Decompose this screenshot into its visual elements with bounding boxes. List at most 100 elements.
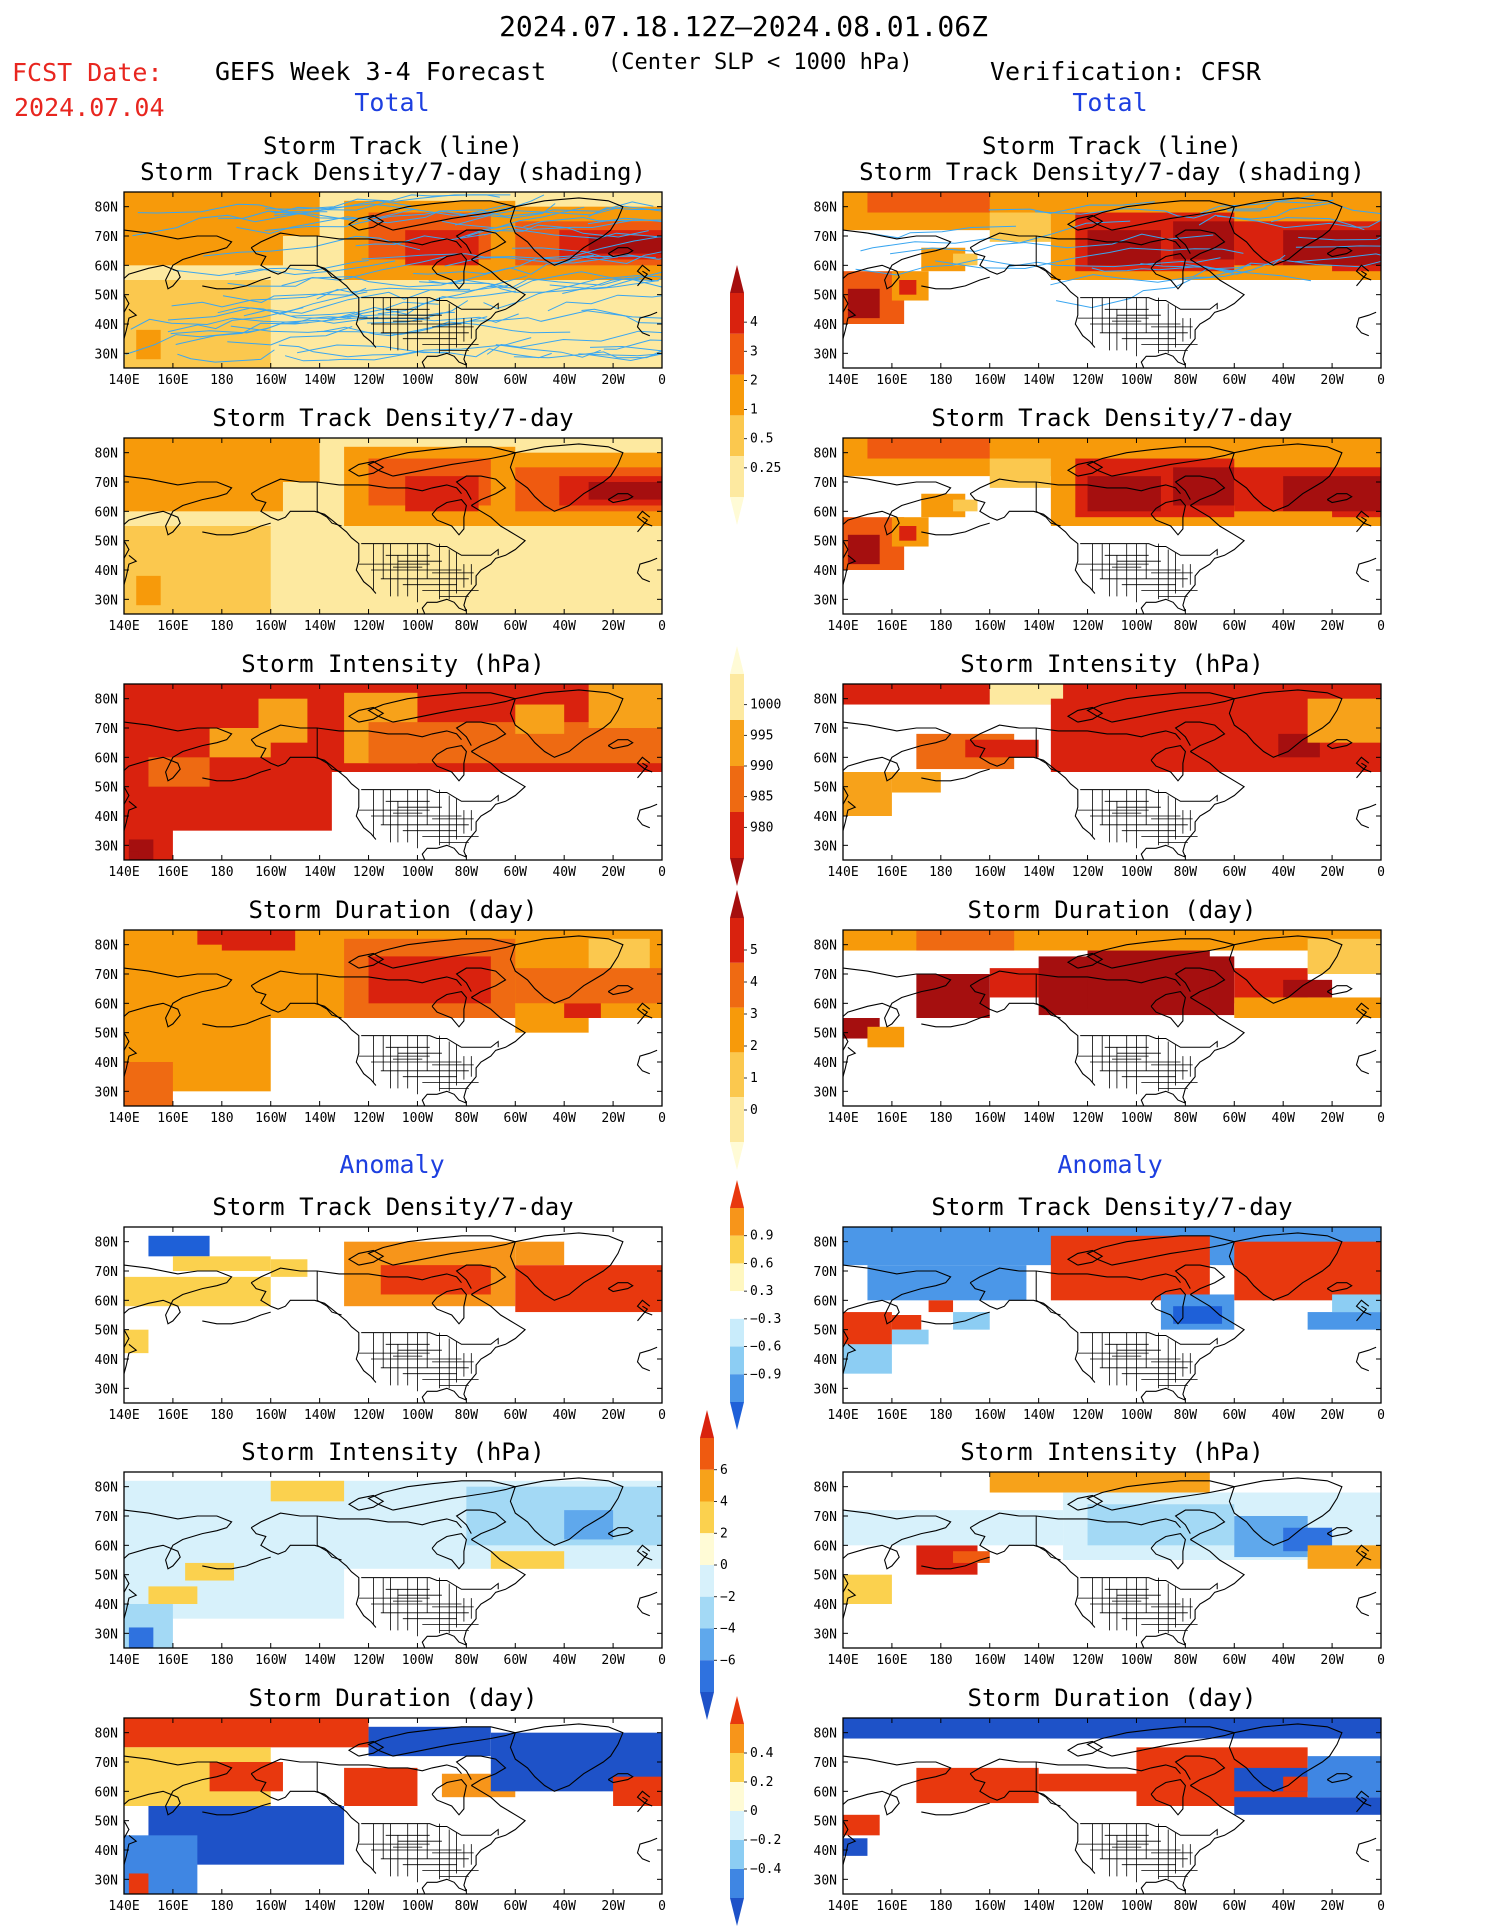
lat-tick-label: 40N (95, 1056, 118, 1071)
lon-tick-label: 60W (1223, 1899, 1247, 1914)
lon-tick-label: 180 (210, 619, 233, 634)
lon-tick-label: 60W (1223, 373, 1247, 388)
lat-tick-label: 80N (95, 939, 118, 954)
fcst-date: 2024.07.04 (14, 93, 165, 122)
lon-tick-label: 40W (552, 1111, 576, 1126)
lon-tick-label: 100W (402, 865, 433, 880)
lon-tick-label: 0 (1377, 1408, 1385, 1423)
map-obs-duration: 140E 160E 180 160W 140W 120W 100W 80W 60W 40W 20W 0… (814, 929, 1385, 1126)
lon-tick-label: 120W (353, 865, 384, 880)
lon-tick-label: 40W (1271, 619, 1295, 634)
lon-tick-label: 180 (929, 373, 952, 388)
lon-tick-label: 140E (108, 1653, 139, 1668)
lat-tick-label: 50N (95, 781, 118, 796)
lon-tick-label: 160W (974, 865, 1005, 880)
lon-tick-label: 60W (1223, 865, 1247, 880)
lon-tick-label: 60W (1223, 619, 1247, 634)
lat-tick-label: 70N (814, 1510, 837, 1525)
map-obs-track: 140E 160E 180 160W 140W 120W 100W 80W 60W 40W 20W 0… (814, 191, 1385, 388)
lat-tick-label: 80N (814, 1727, 837, 1742)
lon-tick-label: 80W (1174, 865, 1198, 880)
lon-tick-label: 180 (210, 1408, 233, 1423)
lon-tick-label: 140E (108, 373, 139, 388)
right-p3-title: Storm Intensity (hPa) (960, 650, 1264, 678)
verification-title: Verification: CFSR (990, 57, 1261, 86)
lat-tick-label: 50N (814, 535, 837, 550)
lat-tick-label: 50N (95, 535, 118, 550)
lon-tick-label: 100W (402, 1653, 433, 1668)
lon-tick-label: 20W (601, 1653, 625, 1668)
lon-tick-label: 0 (1377, 1899, 1385, 1914)
lat-tick-label: 60N (814, 259, 837, 274)
lon-tick-label: 180 (210, 373, 233, 388)
lon-tick-label: 40W (552, 619, 576, 634)
lon-tick-label: 160E (876, 1111, 907, 1126)
lon-tick-label: 60W (504, 865, 528, 880)
lon-tick-label: 180 (210, 1899, 233, 1914)
lat-tick-label: 50N (95, 1815, 118, 1830)
colorbar-label: −6 (720, 1653, 736, 1668)
lat-tick-label: 70N (95, 476, 118, 491)
left-a1-title: Storm Track Density/7-day (212, 1193, 574, 1221)
lat-tick-label: 40N (814, 1056, 837, 1071)
colorbar-intensity-anom: 6 4 2 0 −2 −4 −6 (700, 1410, 736, 1720)
lat-tick-label: 80N (95, 1727, 118, 1742)
lon-tick-label: 0 (1377, 1653, 1385, 1668)
lon-tick-label: 180 (210, 865, 233, 880)
right-p1-title-a: Storm Track (line) (981, 132, 1243, 160)
map-obs-intensity: 140E 160E 180 160W 140W 120W 100W 80W 60W 40W 20W 0… (814, 683, 1385, 880)
lon-tick-label: 140W (304, 1653, 335, 1668)
lon-tick-label: 20W (1320, 1408, 1344, 1423)
slp-threshold: (Center SLP < 1000 hPa) (608, 50, 913, 75)
lat-tick-label: 40N (95, 564, 118, 579)
lon-tick-label: 160W (974, 619, 1005, 634)
lat-tick-label: 70N (814, 1265, 837, 1280)
lat-tick-label: 60N (95, 505, 118, 520)
lon-tick-label: 40W (1271, 373, 1295, 388)
lat-tick-label: 50N (814, 781, 837, 796)
lon-tick-label: 40W (552, 865, 576, 880)
lon-tick-label: 160E (157, 1111, 188, 1126)
left-a2-title: Storm Intensity (hPa) (241, 1438, 545, 1466)
colorbar-label: 980 (750, 820, 773, 835)
lat-tick-label: 30N (95, 1382, 118, 1397)
lon-tick-label: 160W (974, 1111, 1005, 1126)
lon-tick-label: 40W (552, 1653, 576, 1668)
lon-tick-label: 60W (1223, 1111, 1247, 1126)
map-fcst-duration: 140E 160E 180 160W 140W 120W 100W 80W 60W 40W 20W 0… (95, 929, 666, 1126)
lon-tick-label: 140W (304, 373, 335, 388)
lon-tick-label: 0 (1377, 619, 1385, 634)
lon-tick-label: 180 (929, 1899, 952, 1914)
lon-tick-label: 20W (601, 1111, 625, 1126)
lon-tick-label: 140W (304, 619, 335, 634)
lat-tick-label: 40N (95, 1598, 118, 1613)
lat-tick-label: 60N (814, 751, 837, 766)
colorbar-label: −4 (720, 1622, 736, 1637)
lon-tick-label: 20W (601, 373, 625, 388)
lon-tick-label: 60W (504, 373, 528, 388)
colorbar-label: 0.2 (750, 1775, 773, 1790)
lon-tick-label: 160E (157, 373, 188, 388)
lon-tick-label: 140E (827, 1653, 858, 1668)
left-p4-title: Storm Duration (day) (248, 896, 538, 924)
lat-tick-label: 40N (814, 318, 837, 333)
lon-tick-label: 20W (1320, 1899, 1344, 1914)
lon-tick-label: 140E (108, 619, 139, 634)
colorbar-label: 6 (720, 1463, 728, 1478)
lat-tick-label: 80N (814, 1481, 837, 1496)
lat-tick-label: 30N (95, 593, 118, 608)
lat-tick-label: 70N (814, 476, 837, 491)
lat-tick-label: 50N (95, 1027, 118, 1042)
lat-tick-label: 70N (814, 1756, 837, 1771)
map-fcst-density: 140E 160E 180 160W 140W 120W 100W 80W 60W 40W 20W 0… (95, 437, 666, 634)
lon-tick-label: 120W (353, 1111, 384, 1126)
lon-tick-label: 160E (157, 865, 188, 880)
lat-tick-label: 70N (95, 1510, 118, 1525)
left-p3-title: Storm Intensity (hPa) (241, 650, 545, 678)
lon-tick-label: 160W (974, 1899, 1005, 1914)
lat-tick-label: 30N (814, 1382, 837, 1397)
right-p1-title-b: Storm Track Density/7-day (shading) (859, 158, 1365, 186)
lon-tick-label: 100W (1121, 1408, 1152, 1423)
lon-tick-label: 120W (1072, 865, 1103, 880)
lon-tick-label: 20W (1320, 865, 1344, 880)
